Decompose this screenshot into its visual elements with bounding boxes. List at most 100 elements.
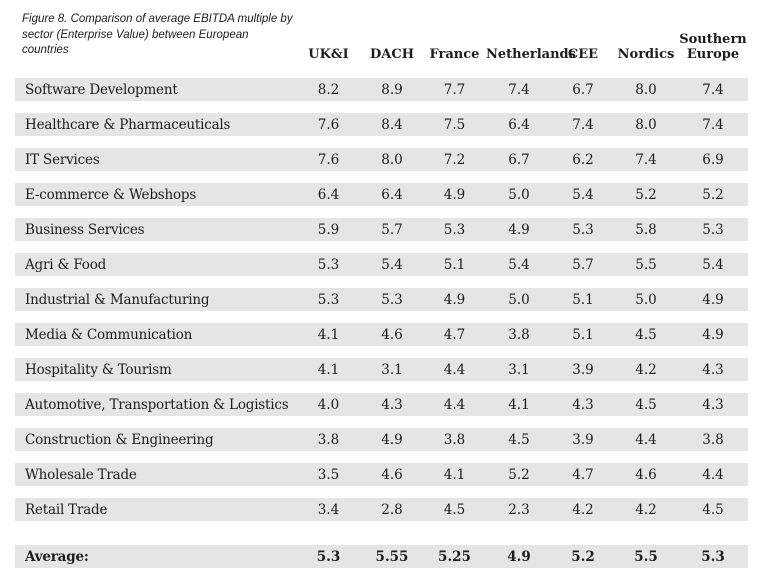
average-value-cell: 5.3 — [296, 545, 361, 568]
value-cell: 4.2 — [552, 498, 614, 521]
header-row: Figure 8. Comparison of average EBITDA m… — [15, 12, 748, 66]
value-cell: 8.9 — [361, 78, 423, 101]
average-value-cell: 5.2 — [552, 545, 614, 568]
average-value-cell: 5.25 — [423, 545, 486, 568]
ebitda-multiple-table: Figure 8. Comparison of average EBITDA m… — [15, 0, 748, 580]
value-cell: 4.1 — [296, 323, 361, 346]
value-cell: 5.3 — [678, 218, 748, 241]
value-cell: 7.4 — [552, 113, 614, 136]
value-cell: 7.7 — [423, 78, 486, 101]
value-cell: 3.9 — [552, 428, 614, 451]
value-cell: 5.1 — [423, 253, 486, 276]
value-cell: 6.4 — [296, 183, 361, 206]
table-row: Retail Trade 3.4 2.8 4.5 2.3 4.2 4.2 4.5 — [15, 498, 748, 521]
value-cell: 4.1 — [296, 358, 361, 381]
value-cell: 3.5 — [296, 463, 361, 486]
column-header: DACH — [370, 47, 414, 63]
value-cell: 7.6 — [296, 148, 361, 171]
sector-label: Construction & Engineering — [15, 428, 296, 451]
value-cell: 4.3 — [552, 393, 614, 416]
value-cell: 3.1 — [486, 358, 552, 381]
table-row: Software Development 8.2 8.9 7.7 7.4 6.7 8.0 7.… — [15, 78, 748, 101]
sector-label: IT Services — [15, 148, 296, 171]
table-row: Media & Communication 4.1 4.6 4.7 3.8 5.1 4.5 4… — [15, 323, 748, 346]
value-cell: 4.9 — [678, 288, 748, 311]
value-cell: 3.8 — [486, 323, 552, 346]
column-header: UK&I — [308, 47, 349, 63]
sector-label: Automotive, Transportation & Logistics — [15, 393, 296, 416]
value-cell: 5.3 — [552, 218, 614, 241]
value-cell: 2.8 — [361, 498, 423, 521]
sector-label: Wholesale Trade — [15, 463, 296, 486]
value-cell: 4.3 — [678, 358, 748, 381]
value-cell: 5.0 — [486, 183, 552, 206]
value-cell: 5.5 — [614, 253, 678, 276]
column-header: CEE — [567, 47, 599, 63]
sector-label: Business Services — [15, 218, 296, 241]
value-cell: 7.4 — [678, 78, 748, 101]
value-cell: 5.3 — [361, 288, 423, 311]
value-cell: 5.3 — [423, 218, 486, 241]
value-cell: 4.2 — [614, 358, 678, 381]
value-cell: 7.5 — [423, 113, 486, 136]
value-cell: 3.8 — [423, 428, 486, 451]
value-cell: 6.2 — [552, 148, 614, 171]
value-cell: 5.4 — [552, 183, 614, 206]
value-cell: 3.8 — [678, 428, 748, 451]
value-cell: 4.9 — [423, 183, 486, 206]
value-cell: 6.7 — [486, 148, 552, 171]
column-header: Southern Europe — [679, 32, 747, 63]
value-cell: 5.4 — [678, 253, 748, 276]
value-cell: 4.7 — [423, 323, 486, 346]
value-cell: 7.4 — [614, 148, 678, 171]
table-row: Hospitality & Tourism 4.1 3.1 4.4 3.1 3.9 4.2 4… — [15, 358, 748, 381]
value-cell: 7.2 — [423, 148, 486, 171]
value-cell: 5.7 — [361, 218, 423, 241]
column-header: Netherlands — [486, 47, 576, 63]
value-cell: 4.7 — [552, 463, 614, 486]
figure-caption-cell: Figure 8. Comparison of average EBITDA m… — [15, 12, 296, 66]
value-cell: 5.3 — [296, 288, 361, 311]
value-cell: 4.9 — [361, 428, 423, 451]
table-row: E-commerce & Webshops 6.4 6.4 4.9 5.0 5.4 5.2 5… — [15, 183, 748, 206]
value-cell: 5.7 — [552, 253, 614, 276]
value-cell: 4.3 — [361, 393, 423, 416]
value-cell: 4.9 — [678, 323, 748, 346]
value-cell: 5.3 — [296, 253, 361, 276]
value-cell: 5.1 — [552, 288, 614, 311]
value-cell: 7.4 — [486, 78, 552, 101]
value-cell: 5.0 — [614, 288, 678, 311]
value-cell: 6.7 — [552, 78, 614, 101]
sector-label: E-commerce & Webshops — [15, 183, 296, 206]
value-cell: 8.0 — [614, 78, 678, 101]
value-cell: 4.4 — [614, 428, 678, 451]
value-cell: 4.5 — [423, 498, 486, 521]
value-cell: 8.0 — [361, 148, 423, 171]
value-cell: 7.4 — [678, 113, 748, 136]
value-cell: 5.2 — [678, 183, 748, 206]
table-body: Software Development 8.2 8.9 7.7 7.4 6.7 8.0 7.… — [15, 78, 748, 568]
value-cell: 6.4 — [486, 113, 552, 136]
value-cell: 5.2 — [486, 463, 552, 486]
sector-label: Retail Trade — [15, 498, 296, 521]
value-cell: 3.9 — [552, 358, 614, 381]
value-cell: 4.9 — [486, 218, 552, 241]
table-row: Industrial & Manufacturing 5.3 5.3 4.9 5.0 5.… — [15, 288, 748, 311]
value-cell: 8.0 — [614, 113, 678, 136]
average-value-cell: 5.3 — [678, 545, 748, 568]
value-cell: 5.2 — [614, 183, 678, 206]
value-cell: 5.4 — [361, 253, 423, 276]
value-cell: 4.4 — [423, 393, 486, 416]
value-cell: 3.4 — [296, 498, 361, 521]
value-cell: 4.0 — [296, 393, 361, 416]
value-cell: 4.1 — [486, 393, 552, 416]
value-cell: 4.4 — [678, 463, 748, 486]
average-value-cell: 5.55 — [361, 545, 423, 568]
value-cell: 2.3 — [486, 498, 552, 521]
figure-caption: Figure 8. Comparison of average EBITDA m… — [22, 13, 293, 57]
value-cell: 3.8 — [296, 428, 361, 451]
sector-label: Software Development — [15, 78, 296, 101]
sector-label: Industrial & Manufacturing — [15, 288, 296, 311]
column-header: Nordics — [617, 47, 675, 63]
